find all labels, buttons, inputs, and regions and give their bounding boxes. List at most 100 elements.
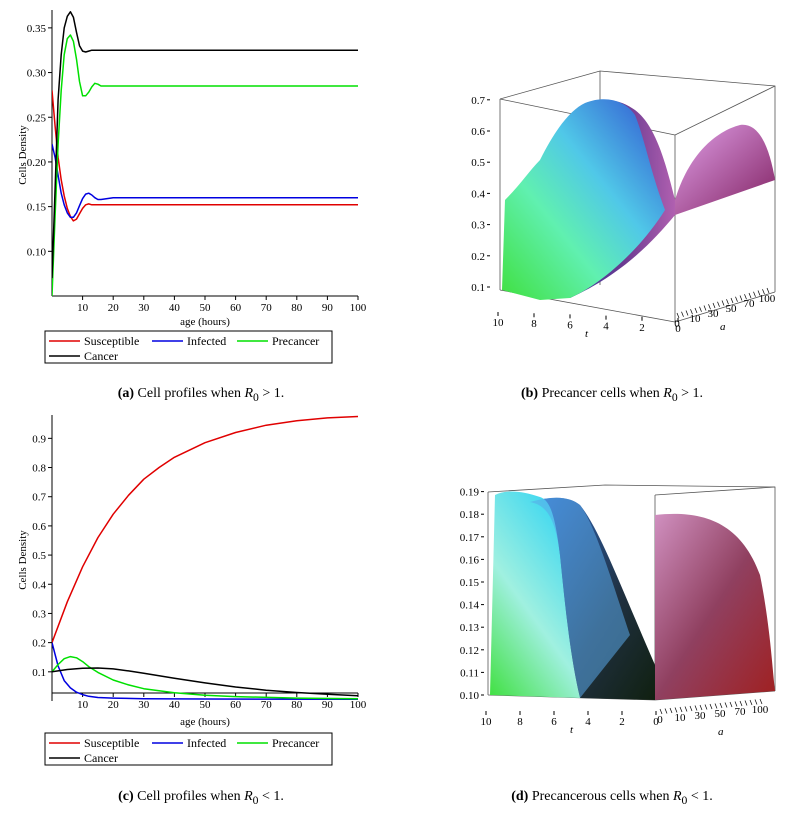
t-tick-label: 2: [639, 322, 645, 334]
series-line-cancer: [52, 11, 358, 279]
t-tick-label: 6: [567, 319, 573, 331]
z-tick-label: 0.2: [471, 251, 485, 263]
a-tick-mark: [726, 299, 729, 305]
a-tick-label: 100: [752, 704, 769, 716]
a-tick-mark: [690, 309, 693, 315]
z-tick-label: 0.14: [460, 600, 480, 612]
legend-label-infected: Infected: [187, 736, 226, 750]
a-tick-mark: [719, 702, 723, 709]
a-tick-mark: [674, 707, 678, 713]
legend-label-cancer: Cancer: [84, 751, 118, 765]
a-tick-mark: [753, 291, 756, 297]
x-tick-label: 10: [77, 699, 89, 711]
z-tick-label: 0.10: [460, 690, 480, 702]
y-axis-label: Cells Density: [17, 125, 29, 185]
legend-label-precancer: Precancer: [272, 736, 319, 750]
t-tick-label: 0: [653, 716, 659, 728]
a-tick-label: 30: [708, 308, 720, 320]
a-tick-mark: [704, 704, 708, 710]
x-tick-label: 60: [230, 699, 242, 711]
a-tick-mark: [744, 294, 747, 300]
surface: [502, 99, 775, 300]
y-tick-label: 0.30: [27, 68, 47, 80]
caption-a: (a) Cell profiles when R0 > 1.: [117, 386, 285, 404]
x-tick-label: 90: [322, 302, 334, 314]
a-tick-mark: [714, 703, 718, 709]
t-tick-label: 4: [585, 716, 591, 728]
a-tick-label: 10: [675, 712, 687, 724]
z-tick-label: 0.6: [471, 126, 485, 138]
y-axis-label: Cells Density: [17, 530, 29, 590]
t-axis-label: t: [585, 328, 589, 340]
x-tick-label: 100: [350, 699, 367, 711]
a-tick-mark: [717, 301, 720, 307]
a-tick-mark: [709, 703, 713, 710]
caption-b: (b) Precancer cells when R0 > 1.: [520, 386, 704, 404]
y-tick-label: 0.5: [32, 550, 46, 562]
y-tick-label: 0.1: [32, 667, 46, 679]
z-tick-label: 0.16: [460, 554, 480, 566]
a-tick-mark: [724, 702, 728, 708]
y-tick-label: 0.15: [27, 202, 47, 214]
a-tick-mark: [754, 699, 758, 705]
x-tick-label: 40: [169, 302, 181, 314]
y-tick-label: 0.25: [27, 112, 47, 124]
series-line-precancer: [52, 655, 358, 700]
a-tick-mark: [735, 296, 738, 302]
t-tick-label: 6: [551, 716, 557, 728]
x-tick-label: 20: [108, 699, 120, 711]
x-tick-label: 50: [200, 699, 212, 711]
z-tick-label: 0.5: [471, 157, 485, 169]
a-tick-mark: [659, 708, 663, 715]
a-tick-mark: [730, 297, 734, 304]
t-tick-label: 2: [619, 716, 625, 728]
y-tick-label: 0.9: [32, 433, 46, 445]
legend-label-infected: Infected: [187, 334, 226, 348]
y-tick-label: 0.10: [27, 246, 47, 258]
z-tick-label: 0.15: [460, 577, 480, 589]
y-tick-label: 0.8: [32, 463, 46, 475]
series-line-infected: [52, 642, 358, 700]
x-tick-label: 10: [77, 302, 89, 314]
a-tick-mark: [739, 700, 743, 707]
legend: Susceptible Infected Precancer Cancer: [44, 330, 333, 364]
t-tick-label: 4: [603, 321, 609, 333]
t-tick-label: 10: [493, 317, 505, 329]
x-tick-label: 70: [261, 302, 273, 314]
x-tick-label: 100: [350, 302, 367, 314]
a-tick-mark: [734, 701, 738, 707]
a-tick-mark: [681, 311, 684, 317]
a-tick-mark: [748, 292, 752, 299]
a-tick-mark: [712, 302, 716, 309]
a-tick-mark: [759, 698, 763, 705]
x-tick-label: 70: [261, 699, 273, 711]
a-tick-mark: [729, 701, 733, 708]
a-tick-label: 0: [657, 714, 663, 726]
x-tick-label: 50: [200, 302, 212, 314]
legend: Susceptible Infected Precancer Cancer: [44, 732, 333, 766]
a-tick-mark: [766, 287, 770, 294]
z-tick-label: 0.13: [460, 622, 480, 634]
a-tick-mark: [699, 704, 703, 711]
series-line-susceptible: [52, 90, 358, 222]
x-tick-label: 30: [138, 699, 150, 711]
chart-b: 0.1 0.2 0.3 0.4 0.5 0.6 0.7 10 8 6 4 2 00 10 30 50 70 100…: [471, 70, 776, 340]
a-tick-mark: [694, 307, 698, 314]
a-tick-label: 30: [695, 710, 707, 722]
a-tick-mark: [739, 295, 743, 301]
legend-label-precancer: Precancer: [272, 334, 319, 348]
a-axis-label: a: [718, 726, 724, 738]
a-tick-mark: [694, 705, 698, 711]
a-tick-mark: [762, 289, 765, 295]
t-tick-label: 0: [675, 323, 681, 335]
x-tick-label: 80: [291, 302, 303, 314]
a-axis-label: a: [720, 321, 726, 333]
series-line-infected: [52, 143, 358, 219]
chart-c: Cells Density 10 20 30 40 50 60 70 80 90 100 0.1 0.…: [17, 415, 367, 766]
x-axis-label: age (hours): [180, 716, 230, 728]
z-tick-label: 0.12: [460, 645, 479, 657]
chart-a: Cells Density 10 20 30 40 50 60 70 80 90 100 0.10 0…: [17, 10, 367, 364]
surface: [490, 491, 775, 700]
z-tick-label: 0.18: [460, 509, 480, 521]
a-tick-mark: [744, 700, 748, 706]
